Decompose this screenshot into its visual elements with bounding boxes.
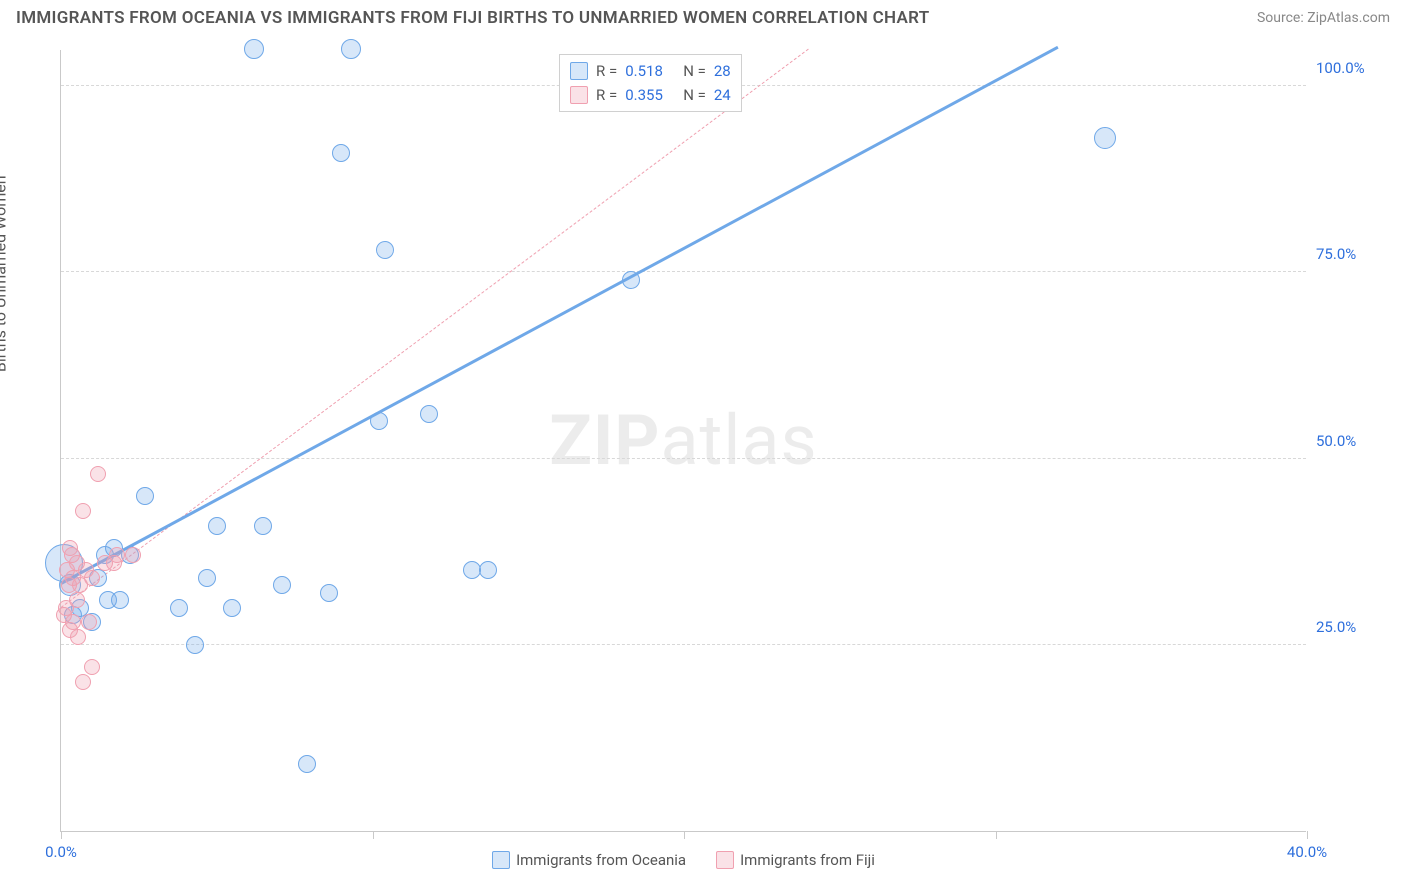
- scatter-point: [320, 584, 338, 602]
- scatter-point: [136, 487, 154, 505]
- chart-header: IMMIGRANTS FROM OCEANIA VS IMMIGRANTS FR…: [0, 0, 1406, 32]
- y-tick-label: 75.0%: [1316, 245, 1376, 263]
- legend-swatch: [570, 86, 588, 104]
- gridline: [61, 271, 1306, 272]
- scatter-point: [186, 636, 204, 654]
- chart-title: IMMIGRANTS FROM OCEANIA VS IMMIGRANTS FR…: [16, 8, 929, 28]
- scatter-point: [70, 629, 86, 645]
- legend-item: Immigrants from Fiji: [716, 851, 875, 869]
- scatter-point: [254, 517, 272, 535]
- legend-label: Immigrants from Oceania: [516, 851, 686, 869]
- n-label: N =: [683, 59, 706, 83]
- r-value: 0.518: [625, 59, 675, 83]
- chart-container: Births to Unmarried Women ZIPatlas 25.0%…: [10, 40, 1396, 882]
- scatter-point: [208, 517, 226, 535]
- r-label: R =: [596, 83, 617, 107]
- scatter-point: [298, 755, 316, 773]
- r-label: R =: [596, 59, 617, 83]
- y-axis-label: Births to Unmarried Women: [0, 175, 10, 372]
- scatter-point: [125, 547, 141, 563]
- x-tick: [996, 831, 997, 839]
- scatter-point: [75, 674, 91, 690]
- x-tick: [61, 831, 62, 839]
- scatter-point: [65, 614, 81, 630]
- series-legend: Immigrants from Oceania Immigrants from F…: [61, 851, 1306, 869]
- y-tick-label: 100.0%: [1316, 59, 1376, 77]
- y-tick-label: 50.0%: [1316, 432, 1376, 450]
- correlation-row: R = 0.355 N = 24: [570, 83, 731, 107]
- scatter-point: [370, 412, 388, 430]
- scatter-point: [84, 570, 100, 586]
- y-tick-label: 25.0%: [1316, 618, 1376, 636]
- scatter-point: [341, 39, 361, 59]
- trend-line: [60, 46, 1058, 585]
- scatter-point: [622, 271, 640, 289]
- scatter-point: [90, 466, 106, 482]
- legend-swatch: [492, 851, 510, 869]
- scatter-point: [479, 561, 497, 579]
- correlation-row: R = 0.518 N = 28: [570, 59, 731, 83]
- scatter-point: [84, 659, 100, 675]
- scatter-point: [69, 592, 85, 608]
- scatter-point: [1094, 127, 1116, 149]
- n-value: 28: [714, 59, 731, 83]
- n-value: 24: [714, 83, 731, 107]
- watermark: ZIPatlas: [549, 400, 817, 482]
- r-value: 0.355: [625, 83, 675, 107]
- scatter-point: [109, 547, 125, 563]
- scatter-point: [223, 599, 241, 617]
- scatter-point: [244, 39, 264, 59]
- x-tick: [373, 831, 374, 839]
- scatter-point: [111, 591, 129, 609]
- gridline: [61, 458, 1306, 459]
- correlation-legend: R = 0.518 N = 28 R = 0.355 N = 24: [559, 54, 742, 112]
- scatter-point: [170, 599, 188, 617]
- n-label: N =: [683, 83, 706, 107]
- scatter-point: [332, 144, 350, 162]
- source-label: Source: ZipAtlas.com: [1257, 10, 1390, 26]
- scatter-point: [376, 241, 394, 259]
- x-tick: [684, 831, 685, 839]
- legend-swatch: [716, 851, 734, 869]
- legend-item: Immigrants from Oceania: [492, 851, 686, 869]
- scatter-point: [420, 405, 438, 423]
- scatter-point: [81, 614, 97, 630]
- scatter-point: [198, 569, 216, 587]
- plot-area: ZIPatlas 25.0%50.0%75.0%100.0%0.0%40.0%R…: [60, 50, 1306, 832]
- gridline: [61, 644, 1306, 645]
- legend-label: Immigrants from Fiji: [740, 851, 875, 869]
- scatter-point: [273, 576, 291, 594]
- scatter-point: [75, 503, 91, 519]
- legend-swatch: [570, 62, 588, 80]
- x-tick: [1307, 831, 1308, 839]
